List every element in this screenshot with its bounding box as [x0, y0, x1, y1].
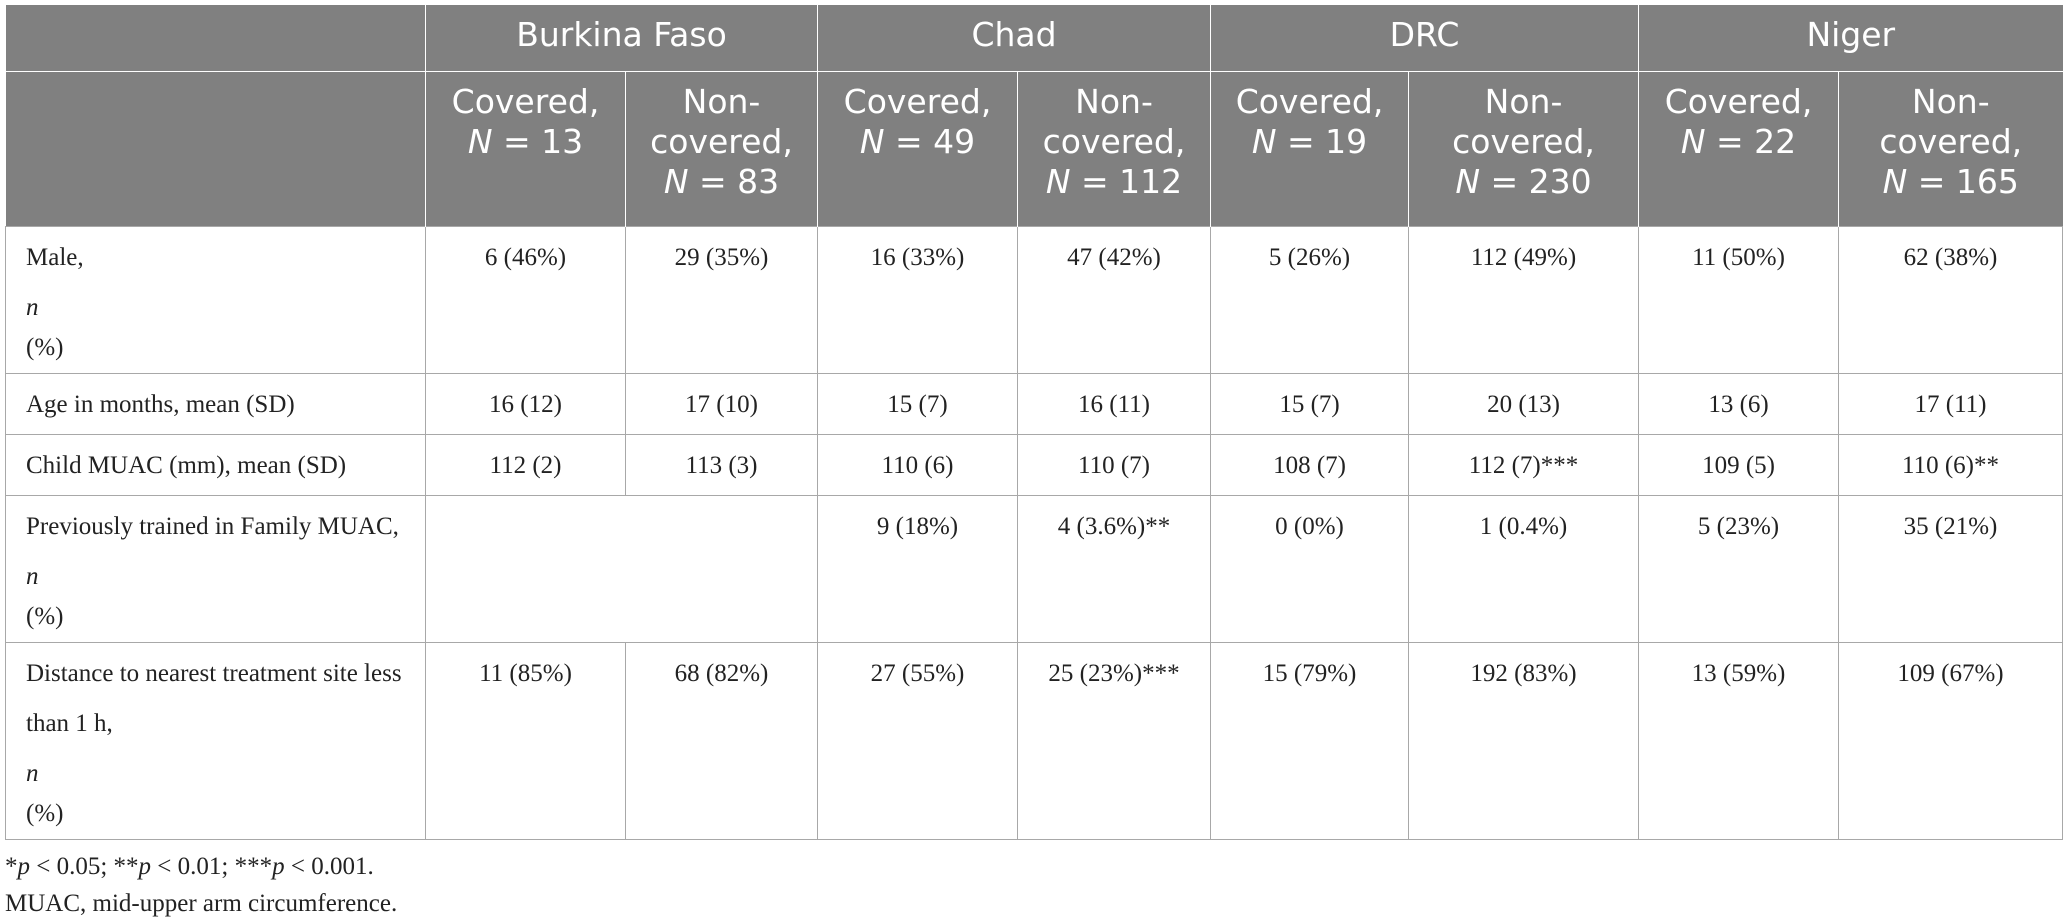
country-header: DRC	[1210, 5, 1639, 71]
table-cell: 113 (3)	[625, 433, 818, 496]
table-cell: 62 (38%)	[1838, 225, 2064, 374]
group-label: Non-covered,	[650, 81, 793, 161]
table-footnotes: *p < 0.05; **p < 0.01; ***p < 0.001. MUA…	[5, 848, 2062, 922]
table-cell: 109 (5)	[1638, 433, 1840, 496]
table-cell: 11 (50%)	[1638, 225, 1840, 374]
group-n: = 83	[699, 161, 780, 201]
group-n: = 19	[1287, 121, 1368, 161]
group-n: = 165	[1917, 161, 2019, 201]
table-row: Male, n (%) 6 (46%) 29 (35%) 16 (33%) 47…	[5, 225, 2064, 374]
country-header: Burkina Faso	[425, 5, 818, 71]
table-cell: 16 (33%)	[817, 225, 1018, 374]
table-cell: 110 (6)**	[1838, 433, 2064, 496]
group-n: = 13	[503, 121, 584, 161]
table-cell: 35 (21%)	[1838, 494, 2064, 643]
table-cell: 1 (0.4%)	[1408, 494, 1640, 643]
group-header: Non-covered, N = 112	[1016, 70, 1211, 226]
table-cell: 17 (11)	[1838, 372, 2064, 435]
row-label: Previously trained in Family MUAC, n (%)	[5, 494, 426, 643]
group-n: = 49	[895, 121, 976, 161]
group-header: Non-covered, N = 83	[625, 70, 818, 226]
table-cell: 4 (3.6%)**	[1016, 494, 1212, 643]
table-cell	[625, 494, 818, 643]
table-cell: 27 (55%)	[817, 641, 1018, 840]
group-label: Covered,	[1235, 81, 1384, 121]
group-header: Non-covered, N = 165	[1838, 70, 2063, 226]
country-header-row: Burkina Faso Chad DRC Niger	[5, 5, 2063, 71]
table-row: Child MUAC (mm), mean (SD) 112 (2) 113 (…	[5, 433, 2064, 496]
table-row: Age in months, mean (SD) 16 (12) 17 (10)…	[5, 372, 2064, 435]
group-label: Covered,	[1664, 81, 1813, 121]
table-cell: 108 (7)	[1210, 433, 1410, 496]
table-cell: 13 (6)	[1638, 372, 1840, 435]
table-cell: 15 (7)	[817, 372, 1018, 435]
table-cell: 192 (83%)	[1408, 641, 1640, 840]
table-row: Previously trained in Family MUAC, n (%)…	[5, 494, 2064, 643]
table-cell: 47 (42%)	[1016, 225, 1212, 374]
n-symbol: N	[467, 121, 493, 161]
group-n: = 112	[1081, 161, 1183, 201]
group-header: Covered, N = 19	[1210, 70, 1409, 226]
table-cell	[425, 494, 626, 643]
row-label: Male, n (%)	[5, 225, 426, 374]
table-cell: 15 (79%)	[1210, 641, 1410, 840]
table-cell: 112 (2)	[425, 433, 626, 496]
country-header: Chad	[816, 5, 1211, 71]
table-cell: 9 (18%)	[817, 494, 1018, 643]
table-cell: 109 (67%)	[1838, 641, 2064, 840]
empty-corner-cell	[5, 70, 426, 226]
table-cell: 112 (49%)	[1408, 225, 1640, 374]
table-cell: 68 (82%)	[625, 641, 818, 840]
group-header: Covered, N = 49	[817, 70, 1018, 226]
group-label: Non-covered,	[1042, 81, 1186, 161]
group-n: = 22	[1716, 121, 1797, 161]
group-label: Non-covered,	[1452, 81, 1595, 161]
n-symbol: N	[1882, 161, 1908, 201]
group-n: = 230	[1490, 161, 1592, 201]
row-label: Child MUAC (mm), mean (SD)	[5, 433, 426, 496]
group-header-row: Covered, N = 13 Non-covered, N = 83 Covere…	[5, 70, 2063, 226]
row-label: Age in months, mean (SD)	[5, 372, 426, 435]
table-row: Distance to nearest treatment site less …	[5, 641, 2064, 840]
table-cell: 112 (7)***	[1408, 433, 1640, 496]
table-cell: 29 (35%)	[625, 225, 818, 374]
n-symbol: N	[859, 121, 885, 161]
abbreviation-footnote: MUAC, mid-upper arm circumference.	[5, 889, 398, 917]
group-label: Covered,	[451, 81, 600, 121]
table-cell: 16 (12)	[425, 372, 626, 435]
table-container: Burkina Faso Chad DRC Niger Covered, N = …	[5, 5, 2064, 922]
table-cell: 20 (13)	[1408, 372, 1640, 435]
country-header: Niger	[1638, 5, 2063, 71]
n-symbol: N	[1680, 121, 1706, 161]
row-label: Distance to nearest treatment site less …	[5, 641, 426, 840]
table-cell: 25 (23%)***	[1016, 641, 1212, 840]
table-cell: 11 (85%)	[425, 641, 626, 840]
group-label: Non-covered,	[1879, 81, 2023, 161]
table-cell: 5 (26%)	[1210, 225, 1410, 374]
significance-footnote: *p < 0.05; **p < 0.01; ***p < 0.001.	[5, 852, 374, 880]
empty-corner-cell	[5, 5, 426, 71]
group-header: Non-covered, N = 230	[1408, 70, 1639, 226]
table-cell: 0 (0%)	[1210, 494, 1410, 643]
table-cell: 16 (11)	[1016, 372, 1212, 435]
n-symbol: N	[1251, 121, 1277, 161]
n-symbol: N	[663, 161, 689, 201]
n-symbol: N	[1045, 161, 1071, 201]
table-cell: 110 (7)	[1016, 433, 1212, 496]
data-table: Burkina Faso Chad DRC Niger Covered, N = …	[5, 5, 2064, 840]
table-cell: 110 (6)	[817, 433, 1018, 496]
table-cell: 6 (46%)	[425, 225, 626, 374]
table-cell: 15 (7)	[1210, 372, 1410, 435]
group-header: Covered, N = 22	[1638, 70, 1839, 226]
group-header: Covered, N = 13	[425, 70, 626, 226]
table-cell: 13 (59%)	[1638, 641, 1840, 840]
n-symbol: N	[1455, 161, 1481, 201]
table-cell: 5 (23%)	[1638, 494, 1840, 643]
group-label: Covered,	[843, 81, 992, 121]
table-cell: 17 (10)	[625, 372, 818, 435]
